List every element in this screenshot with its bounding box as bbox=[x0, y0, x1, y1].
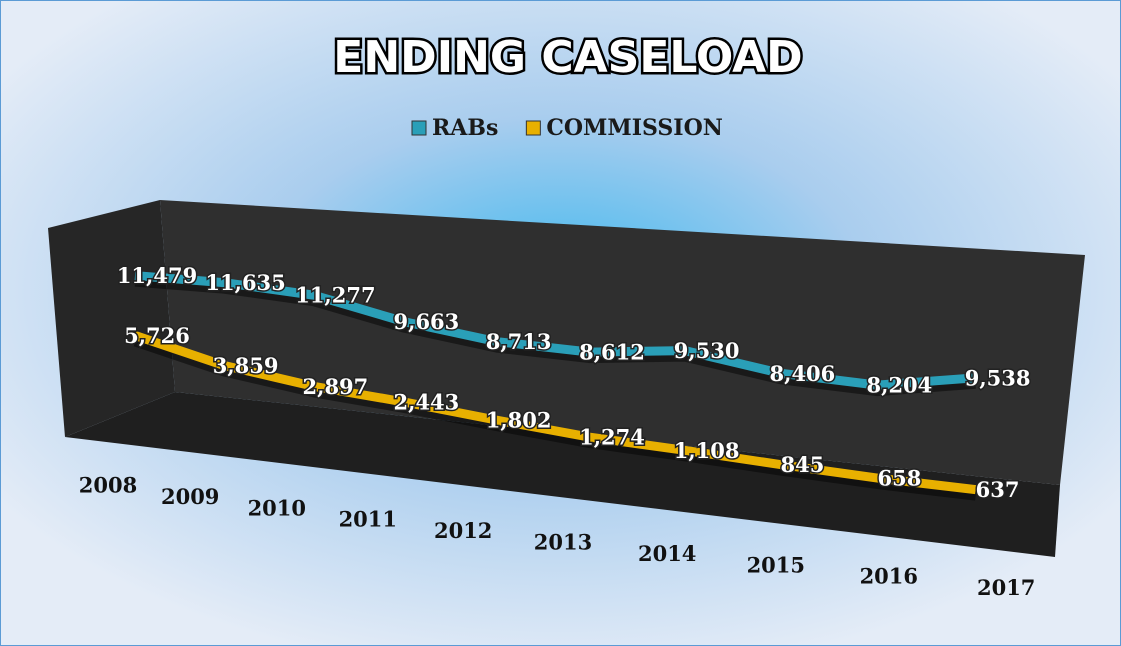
data-label: 8,612 bbox=[579, 340, 645, 365]
x-tick-label: 2013 bbox=[534, 530, 592, 555]
x-tick-label: 2009 bbox=[161, 484, 219, 509]
data-label: 11,479 bbox=[117, 263, 197, 288]
legend-swatch bbox=[525, 120, 541, 136]
x-tick-label: 2014 bbox=[638, 541, 696, 566]
floor bbox=[65, 392, 1060, 557]
legend-swatch bbox=[411, 120, 427, 136]
data-label: 3,859 bbox=[213, 353, 279, 378]
x-tick-label: 2011 bbox=[339, 507, 397, 532]
series-line bbox=[134, 271, 976, 390]
chart-title: ENDING CASELOAD bbox=[333, 32, 802, 83]
x-tick-label: 2012 bbox=[434, 518, 492, 543]
data-label: 845 bbox=[780, 452, 824, 477]
x-tick-label: 2017 bbox=[977, 575, 1035, 600]
side-wall bbox=[48, 200, 175, 437]
series-ribbon-side bbox=[134, 278, 976, 397]
data-label: 8,713 bbox=[486, 329, 552, 354]
legend-label: COMMISSION bbox=[546, 115, 723, 141]
data-label: 9,538 bbox=[965, 365, 1031, 390]
legend: RABs COMMISSION bbox=[411, 115, 723, 141]
x-tick-label: 2010 bbox=[248, 495, 306, 520]
data-label: 1,802 bbox=[486, 408, 552, 433]
data-label: 1,108 bbox=[674, 438, 740, 463]
data-label: 1,274 bbox=[579, 425, 645, 450]
data-label: 9,663 bbox=[394, 309, 460, 334]
data-label: 8,406 bbox=[770, 361, 836, 386]
data-label: 9,530 bbox=[674, 338, 740, 363]
data-label: 637 bbox=[976, 477, 1020, 502]
x-tick-label: 2016 bbox=[860, 564, 918, 589]
data-label: 8,204 bbox=[867, 373, 933, 398]
data-label: 2,443 bbox=[394, 390, 460, 415]
x-tick-label: 2008 bbox=[79, 473, 137, 498]
data-label: 11,277 bbox=[295, 283, 375, 308]
legend-label: RABs bbox=[432, 115, 498, 141]
data-label: 2,897 bbox=[303, 374, 369, 399]
data-label: 11,635 bbox=[205, 270, 285, 295]
data-label: 5,726 bbox=[124, 323, 190, 348]
x-tick-label: 2015 bbox=[747, 552, 805, 577]
data-label: 658 bbox=[877, 466, 921, 491]
back-wall bbox=[160, 200, 1085, 485]
series-ribbon-side bbox=[133, 338, 977, 501]
series-line bbox=[133, 331, 977, 495]
